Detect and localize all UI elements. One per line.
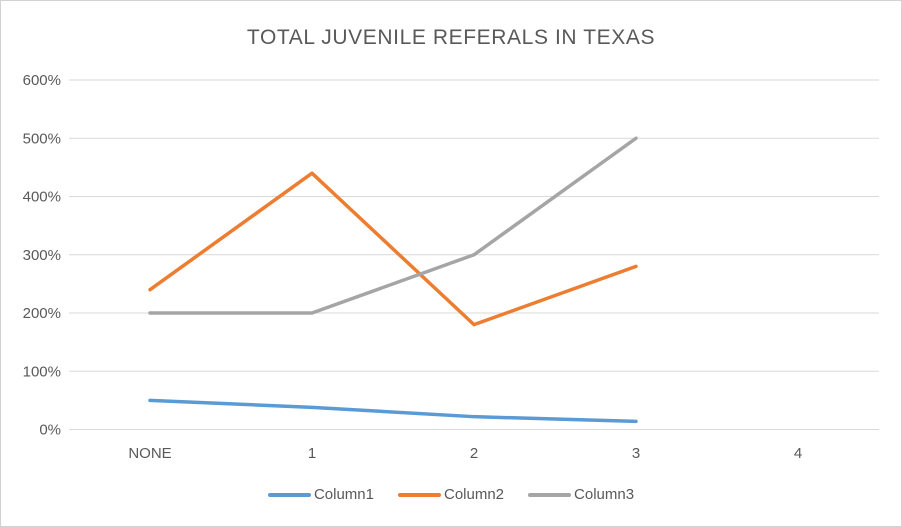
x-axis-category-label: 4 (794, 445, 802, 462)
series-line-column3[interactable] (148, 136, 638, 315)
legend-line-swatch (397, 492, 441, 497)
x-axis-category-label: 1 (308, 445, 316, 462)
legend-item-column2[interactable]: Column2 (397, 486, 505, 503)
legend-label: Column2 (443, 486, 505, 503)
y-axis-tick-label: 500% (23, 130, 61, 147)
y-axis-tick-label: 100% (23, 363, 61, 380)
y-axis-tick-label: 300% (23, 247, 61, 264)
chart-title[interactable]: TOTAL JUVENILE REFERALS IN TEXAS (246, 26, 656, 49)
y-axis-tick-label: 200% (23, 305, 61, 322)
legend-label: Column1 (313, 486, 374, 503)
series-line-column1[interactable] (148, 398, 638, 424)
legend-line-swatch (267, 492, 311, 497)
series-line-column2[interactable] (148, 171, 638, 327)
x-axis-category-label: 3 (632, 445, 640, 462)
x-axis-category-label: NONE (128, 445, 171, 462)
legend: Column1 Column2 Column3 (1, 486, 901, 503)
x-axis-category-label: 2 (470, 445, 478, 462)
plot-area: 0% 100% 200% 300% 400% 500% 600% NONE 1 2 3 4 (23, 72, 879, 462)
legend-label: Column3 (574, 486, 635, 503)
legend-item-column3[interactable]: Column3 (528, 486, 634, 503)
y-axis-tick-label: 0% (39, 422, 61, 439)
y-axis-tick-label: 600% (23, 72, 61, 89)
legend-item-column1[interactable]: Column1 (267, 486, 374, 503)
legend-line-swatch (528, 492, 572, 497)
y-axis-tick-label: 400% (23, 189, 61, 206)
